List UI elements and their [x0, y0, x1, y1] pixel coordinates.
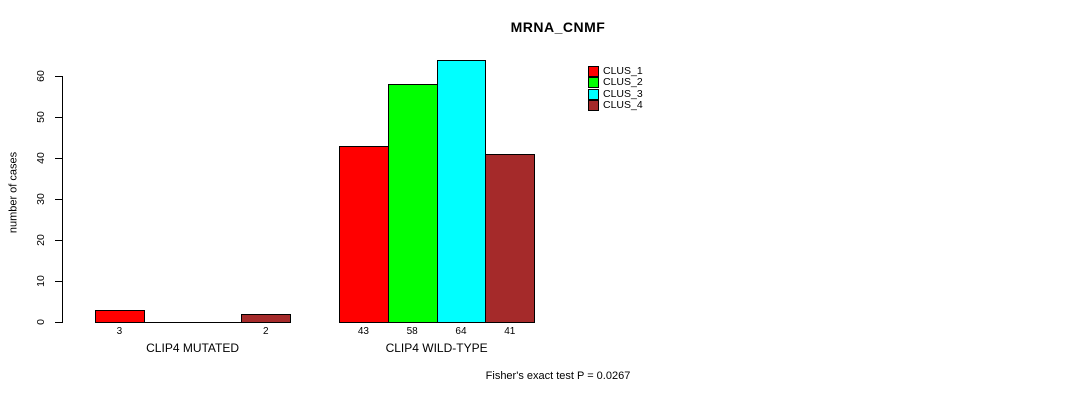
- bar: [339, 146, 389, 323]
- bar: [95, 310, 145, 323]
- legend-swatch: [588, 99, 599, 111]
- bar-value-label: 64: [455, 326, 467, 337]
- legend-label: CLUS_1: [603, 65, 643, 77]
- y-tick-label: 50: [35, 111, 47, 123]
- y-axis-tick: [55, 117, 62, 118]
- bar-value-label: 41: [504, 326, 516, 337]
- legend-label: CLUS_3: [603, 87, 643, 100]
- bar: [485, 154, 536, 323]
- y-tick-label: 10: [35, 275, 47, 287]
- legend-label: CLUS_4: [603, 98, 643, 111]
- y-axis-tick: [55, 158, 62, 159]
- legend-swatch: [588, 77, 599, 89]
- bar-value-label: 58: [406, 326, 418, 337]
- bar-value-label: 3: [116, 326, 123, 337]
- legend-swatch: [588, 88, 599, 100]
- bar: [241, 314, 292, 323]
- y-tick-label: 60: [35, 70, 47, 82]
- y-axis-tick: [55, 281, 62, 282]
- y-axis-tick: [55, 199, 62, 200]
- bar: [387, 84, 438, 323]
- y-tick-label: 30: [35, 193, 47, 205]
- y-axis-tick: [55, 76, 62, 77]
- legend-swatch: [588, 66, 599, 77]
- bar-value-label: 43: [357, 326, 369, 337]
- chart-title: MRNA_CNMF: [510, 19, 606, 35]
- y-axis-tick: [55, 240, 62, 241]
- fisher-test-note: Fisher's exact test P = 0.0267: [485, 370, 631, 382]
- legend-label: CLUS_2: [603, 76, 643, 89]
- y-tick-label: 0: [35, 319, 47, 325]
- group-label: CLIP4 MUTATED: [146, 341, 240, 355]
- bar: [436, 60, 487, 323]
- y-axis-line: [62, 76, 63, 323]
- group-baseline: [95, 322, 292, 323]
- y-axis-tick: [55, 322, 62, 323]
- y-tick-label: 20: [35, 234, 47, 246]
- bar-value-label: 2: [263, 326, 269, 337]
- y-tick-label: 40: [35, 152, 47, 164]
- group-label: CLIP4 WILD-TYPE: [385, 341, 488, 355]
